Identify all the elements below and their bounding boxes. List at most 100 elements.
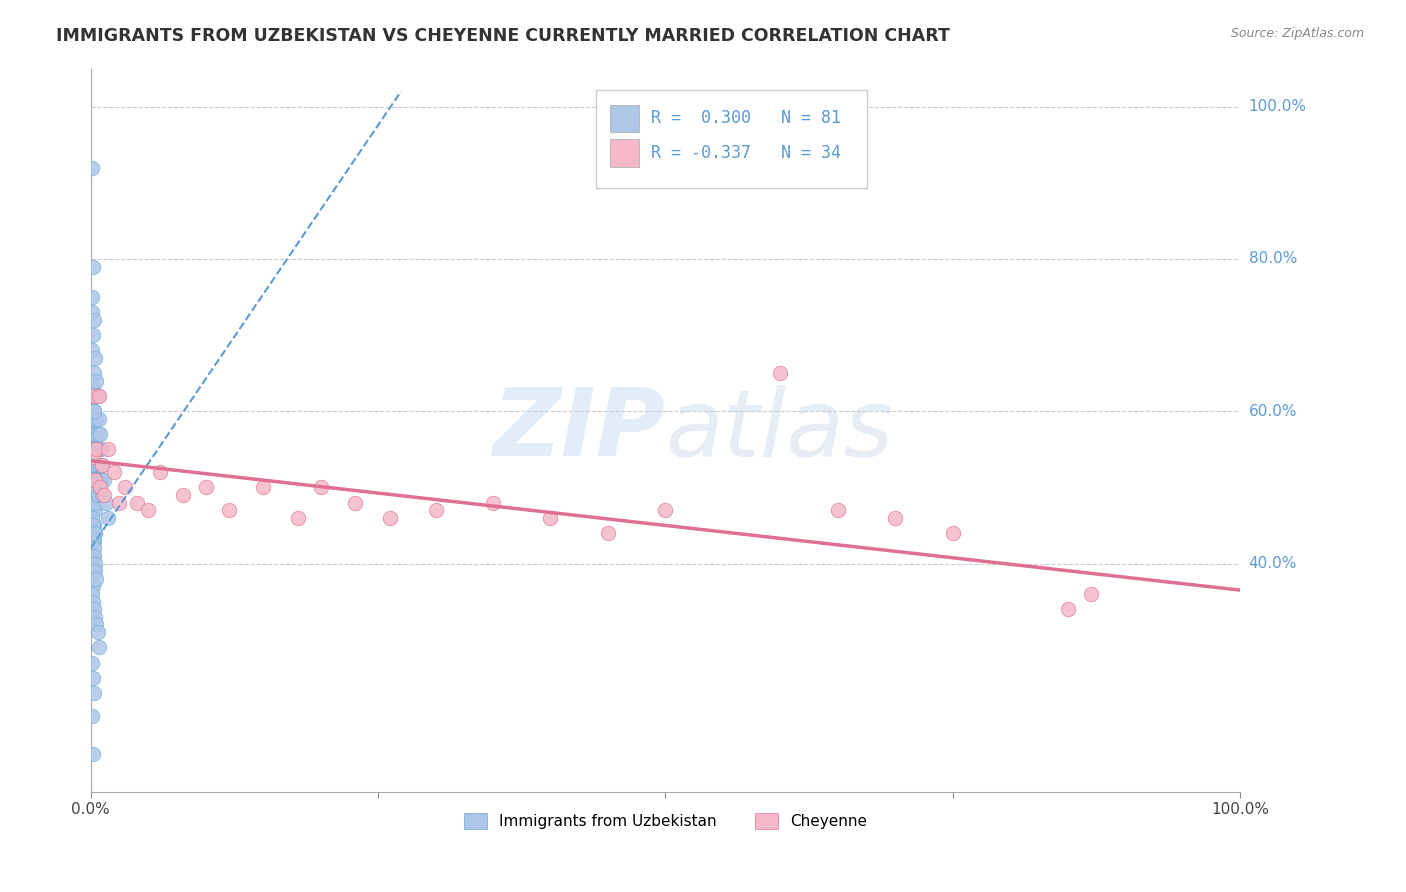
Text: ZIP: ZIP [492,384,665,476]
Point [87,412,110,426]
Point [84,473,107,487]
Point [425,503,447,517]
Point [80,389,103,403]
Point [87,442,110,457]
Point [82,671,104,685]
Point [80,161,103,175]
Point [218,503,240,517]
Text: IMMIGRANTS FROM UZBEKISTAN VS CHEYENNE CURRENTLY MARRIED CORRELATION CHART: IMMIGRANTS FROM UZBEKISTAN VS CHEYENNE C… [56,27,950,45]
Point [82,480,104,494]
Point [87,389,110,403]
Point [82,458,104,472]
Point [86,473,108,487]
Point [84,458,107,472]
Point [596,526,619,541]
Point [82,747,104,761]
Point [252,480,274,494]
Point [80,290,103,304]
Point [827,503,849,517]
Point [80,495,103,509]
Text: 60.0%: 60.0% [1249,404,1298,418]
Point [83,389,105,403]
Point [1080,587,1102,601]
Legend: Immigrants from Uzbekistan, Cheyenne: Immigrants from Uzbekistan, Cheyenne [458,806,873,835]
Point [83,473,105,487]
Point [94,495,117,509]
Point [90,442,112,457]
Point [83,404,105,418]
Text: 40.0%: 40.0% [1249,556,1296,571]
Point [82,328,104,343]
Point [172,488,194,502]
Point [80,656,103,670]
Point [82,503,104,517]
Point [80,708,103,723]
Point [84,503,107,517]
Point [194,480,217,494]
Point [86,374,108,388]
Point [80,587,103,601]
Text: R =  0.300   N = 81: R = 0.300 N = 81 [651,110,841,128]
Point [82,450,104,464]
Point [1056,602,1078,616]
Point [86,427,108,442]
Point [540,511,562,525]
Point [83,495,105,509]
Point [89,480,111,494]
Point [86,625,108,640]
Point [82,260,104,274]
Point [482,495,505,509]
Point [84,564,107,578]
Point [84,480,107,494]
Point [83,533,105,548]
Point [83,602,105,616]
Point [86,389,108,403]
Point [125,495,148,509]
Point [378,511,401,525]
Point [149,465,172,479]
Point [82,594,104,608]
Text: 100.0%: 100.0% [1249,99,1306,114]
Point [82,526,104,541]
Point [90,473,112,487]
Point [83,366,105,380]
Point [84,389,107,403]
Point [136,503,159,517]
Point [86,572,108,586]
Text: Source: ZipAtlas.com: Source: ZipAtlas.com [1230,27,1364,40]
Point [83,686,105,700]
Point [83,404,105,418]
FancyBboxPatch shape [610,139,638,167]
Point [80,511,103,525]
Point [91,458,114,472]
Point [86,412,108,426]
Point [86,442,108,457]
Point [89,427,111,442]
Point [84,557,107,571]
Point [86,495,108,509]
Point [83,442,105,457]
Point [344,495,367,509]
Point [82,381,104,395]
Point [86,617,108,632]
Point [87,473,110,487]
Text: atlas: atlas [665,384,894,475]
Point [93,488,115,502]
Point [654,503,676,517]
Point [80,305,103,319]
Point [309,480,332,494]
Point [82,579,104,593]
Point [103,465,125,479]
Point [114,480,136,494]
Point [82,427,104,442]
Point [83,549,105,563]
Point [86,442,108,457]
Point [86,458,108,472]
Point [84,351,107,365]
Point [84,427,107,442]
Point [80,442,103,457]
Point [84,526,107,541]
Point [87,640,110,655]
Point [80,412,103,426]
FancyBboxPatch shape [596,90,866,188]
